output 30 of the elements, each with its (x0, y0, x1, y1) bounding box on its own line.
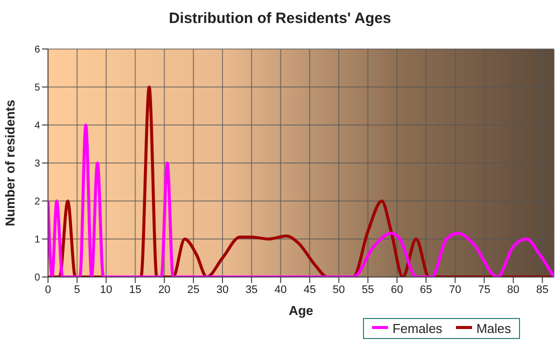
x-tick-label: 20 (158, 284, 170, 296)
x-tick-label: 55 (362, 284, 374, 296)
y-tick-label: 0 (34, 272, 40, 284)
legend-label: Males (475, 320, 511, 336)
y-tick-label: 3 (34, 158, 40, 170)
x-tick-label: 30 (216, 284, 229, 296)
x-axis-title: Age (288, 303, 314, 318)
x-tick-label: 70 (449, 284, 462, 296)
x-tick-label: 10 (100, 284, 112, 296)
x-tick-label: 15 (129, 284, 142, 296)
x-tick-label: 35 (245, 284, 258, 296)
chart-title: Distribution of Residents' Ages (168, 10, 392, 27)
y-tick-label: 2 (34, 196, 40, 208)
y-tick-label: 6 (34, 44, 40, 56)
x-tick-label: 45 (304, 284, 316, 296)
x-tick-label: 0 (44, 284, 52, 296)
y-tick-label: 5 (34, 82, 40, 94)
x-tick-label: 60 (390, 284, 404, 296)
x-tick-label: 65 (420, 284, 432, 296)
x-tick-label: 85 (536, 284, 548, 296)
x-tick-label: 80 (507, 284, 520, 296)
y-tick-label: 1 (34, 234, 40, 246)
legend-label: Females (391, 320, 442, 336)
x-tick-label: 40 (274, 284, 287, 296)
y-tick-label: 4 (34, 120, 40, 132)
x-tick-label: 25 (187, 284, 200, 296)
x-tick-label: 5 (74, 284, 80, 296)
y-axis-title: Number of residents (2, 100, 18, 226)
x-tick-label: 75 (478, 284, 490, 296)
x-tick-label: 50 (332, 284, 345, 296)
